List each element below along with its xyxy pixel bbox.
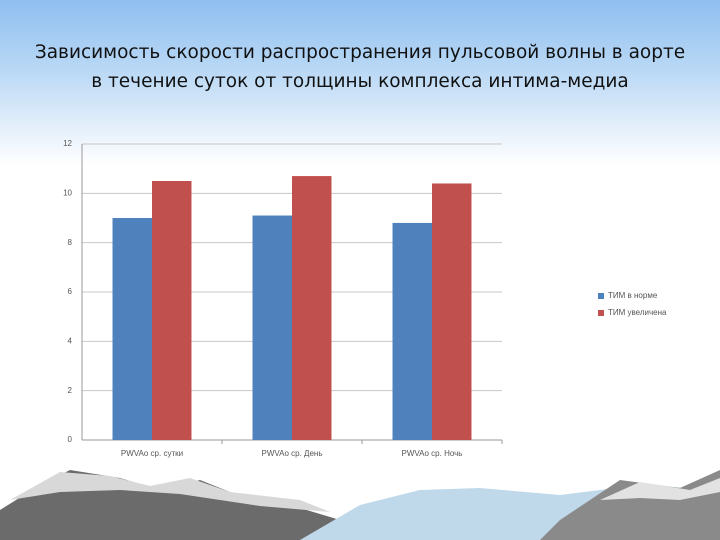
bar <box>152 181 192 440</box>
y-tick-label: 8 <box>68 238 73 247</box>
mountain-snow <box>10 472 330 512</box>
y-tick-label: 10 <box>63 188 72 197</box>
y-tick-label: 4 <box>68 336 73 345</box>
bar <box>432 183 472 440</box>
x-tick-label: PWVAo ср. День <box>262 449 323 458</box>
legend-label: ТИМ в норме <box>608 291 658 300</box>
bar <box>392 222 432 440</box>
y-tick-label: 2 <box>68 386 73 395</box>
x-tick-label: PWVAo ср. Ночь <box>402 449 463 458</box>
mountains <box>0 470 720 540</box>
chart-title: Зависимость скорости распространения пул… <box>34 42 686 92</box>
bar <box>112 218 152 440</box>
y-tick-label: 0 <box>68 435 73 444</box>
y-tick-label: 6 <box>68 287 73 296</box>
mountain-snow <box>600 478 720 500</box>
legend-swatch <box>598 310 604 316</box>
legend-swatch <box>598 293 604 299</box>
y-tick-label: 12 <box>63 139 72 148</box>
mountain <box>540 470 720 540</box>
x-tick-label: PWVAo ср. сутки <box>121 449 183 458</box>
bar <box>252 215 292 440</box>
legend-label: ТИМ увеличена <box>608 308 667 317</box>
bar <box>292 176 332 441</box>
